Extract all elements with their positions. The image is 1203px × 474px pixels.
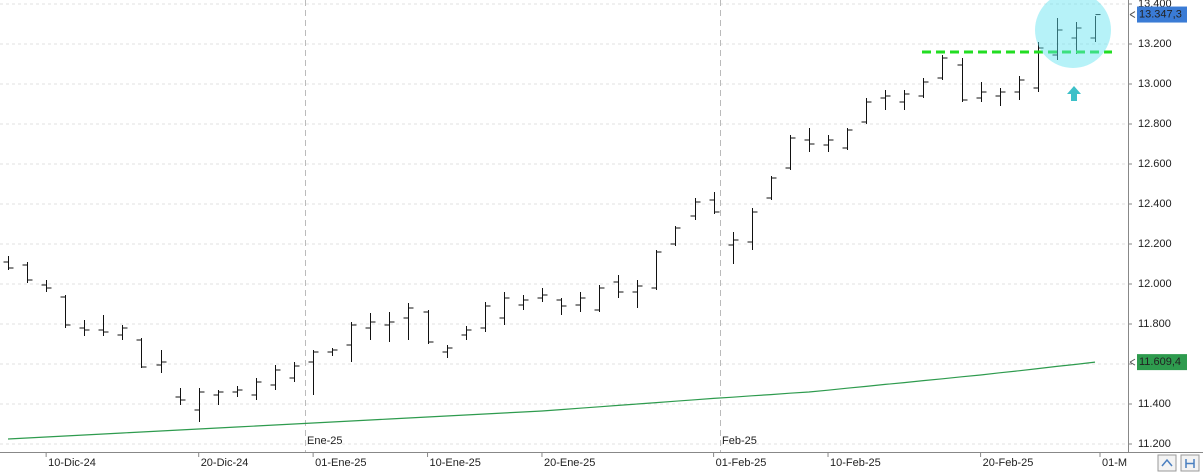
ohlc-bar — [251, 378, 262, 400]
ohlc-bar — [213, 390, 224, 405]
highlight-circle — [1035, 0, 1111, 68]
period-label: Ene-25 — [307, 435, 342, 447]
ohlc-bar — [384, 312, 395, 342]
ohlc-bar — [423, 310, 434, 344]
y-tick-label: 11.200 — [1138, 438, 1171, 450]
x-tick-label: 10-Dic-24 — [48, 457, 96, 469]
ohlc-bar — [346, 322, 357, 362]
ohlc-bar — [632, 280, 643, 308]
ohlc-bar — [766, 176, 777, 200]
ohlc-bar — [136, 338, 147, 368]
ohlc-bar — [995, 88, 1006, 106]
ohlc-bar — [22, 262, 33, 283]
x-tick-label: 10-Feb-25 — [830, 457, 881, 469]
ohlc-bar — [194, 388, 205, 422]
moving-average-line — [7, 361, 1096, 440]
ohlc-bar — [41, 280, 52, 292]
ohlc-bar — [518, 295, 529, 310]
price-label: 13.347,3 — [1139, 8, 1182, 20]
x-tick-label: 01-Ene-25 — [315, 457, 366, 469]
x-tick-label: 20-Dic-24 — [201, 457, 249, 469]
ohlc-bar — [918, 78, 929, 98]
ohlc-bar — [1033, 42, 1044, 92]
price-box — [1137, 6, 1187, 23]
ohlc-bar — [365, 313, 376, 340]
ohlc-bar — [899, 90, 910, 110]
price-marker — [1129, 11, 1136, 18]
ohlc-bar — [709, 192, 720, 214]
ohlc-bar — [327, 348, 338, 356]
price-label: 11.609,4 — [1139, 356, 1181, 368]
ohlc-bar — [556, 298, 567, 315]
y-tick-label: 11.400 — [1138, 398, 1171, 410]
y-tick-label: 12.200 — [1138, 238, 1172, 250]
ohlc-bar — [651, 250, 662, 290]
x-tick-label: 01-M — [1102, 457, 1127, 469]
ohlc-bar — [232, 386, 243, 397]
zoom-icon — [1161, 458, 1173, 467]
ohlc-bar — [1052, 18, 1063, 60]
ohlc-bar — [156, 350, 167, 373]
ohlc-bar — [937, 55, 948, 80]
ohlc-bar — [804, 128, 815, 152]
ohlc-bar — [403, 303, 414, 340]
y-tick-label: 12.800 — [1138, 118, 1172, 130]
ohlc-bar — [117, 325, 128, 340]
y-tick-label: 12.000 — [1138, 278, 1172, 290]
up-arrow — [1067, 86, 1081, 101]
ohlc-bar — [3, 256, 14, 270]
ohlc-bar — [747, 208, 758, 250]
ohlc-bar — [270, 365, 281, 390]
ohlc-bar — [1090, 14, 1101, 42]
ohlc-bar — [575, 292, 586, 312]
ohlc-bar — [785, 135, 796, 170]
ohlc-bar — [289, 362, 300, 382]
ohlc-bar — [594, 285, 605, 312]
ohlc-bar — [175, 388, 186, 405]
ohlc-bar — [728, 232, 739, 264]
ohlc-bar — [480, 302, 491, 332]
y-tick-label: 11.800 — [1138, 318, 1171, 330]
ohlc-bar — [98, 315, 109, 336]
period-label: Feb-25 — [722, 435, 757, 447]
ohlc-bar — [537, 288, 548, 302]
ohlc-bar — [823, 135, 834, 152]
ohlc-bar — [60, 295, 71, 328]
price-marker — [1129, 358, 1136, 366]
ohlc-bar — [308, 350, 319, 395]
ohlc-bar — [976, 82, 987, 102]
x-tick-label: 01-Feb-25 — [716, 457, 767, 469]
x-tick-label: 20-Ene-25 — [544, 457, 595, 469]
y-tick-label: 13.400 — [1138, 0, 1172, 10]
ohlc-bar — [499, 292, 510, 325]
ohlc-bar — [690, 198, 701, 220]
ohlc-bar — [861, 98, 872, 124]
y-tick-label: 12.400 — [1138, 198, 1172, 210]
ohlc-bar — [613, 275, 624, 298]
zoom-button[interactable] — [1157, 454, 1177, 472]
ohlc-bar — [880, 90, 891, 110]
y-tick-label: 13.200 — [1138, 38, 1172, 50]
ohlc-bar — [79, 320, 90, 336]
hand-icon — [1185, 459, 1195, 468]
ohlc-bar — [842, 128, 853, 150]
price-box — [1137, 354, 1187, 371]
y-tick-label: 12.600 — [1138, 158, 1172, 170]
ohlc-bar — [461, 326, 472, 340]
y-tick-label: 13.000 — [1138, 78, 1172, 90]
ohlc-bar — [1071, 22, 1082, 54]
x-tick-label: 20-Feb-25 — [983, 457, 1034, 469]
ohlc-bar — [1014, 76, 1025, 100]
ohlc-bar — [670, 226, 681, 246]
ohlc-bar — [957, 58, 968, 102]
ohlc-bar — [442, 345, 453, 358]
x-tick-label: 10-Ene-25 — [430, 457, 481, 469]
